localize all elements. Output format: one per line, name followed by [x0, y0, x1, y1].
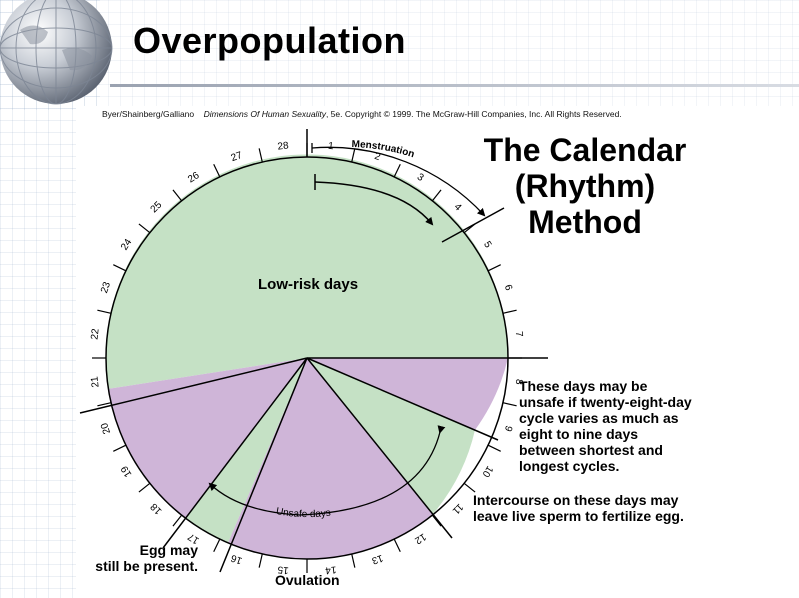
day-tick: [113, 444, 127, 452]
unsafe-region-right: [307, 358, 508, 430]
low-risk-region: [106, 154, 509, 389]
day-label: 7: [513, 331, 525, 338]
day-tick: [502, 309, 517, 314]
copyright-book: Dimensions Of Human Sexuality: [203, 109, 326, 119]
day-tick: [393, 538, 401, 552]
low-risk-label: Low-risk days: [258, 276, 358, 293]
day-label: 10: [479, 464, 494, 480]
copyright-line: Byer/Shainberg/Galliano Dimensions Of Hu…: [102, 109, 622, 119]
day-tick: [463, 223, 476, 234]
day-tick: [431, 189, 442, 202]
day-tick: [113, 264, 127, 272]
menstruation-label: Menstruation: [351, 139, 415, 160]
day-label: 18: [148, 500, 164, 516]
day-label: 24: [119, 237, 134, 253]
day-tick: [138, 223, 151, 234]
day-label: 11: [450, 501, 465, 516]
day-tick: [213, 538, 221, 552]
day-tick: [258, 553, 263, 568]
day-tick: [351, 553, 356, 568]
egg-note: Egg may still be present.: [95, 542, 198, 574]
ovulation-label: Ovulation: [275, 572, 340, 588]
day-label: 9: [502, 424, 514, 433]
day-tick: [97, 309, 112, 314]
method-title-line-1: The Calendar: [483, 132, 687, 168]
grid-background-top: [0, 0, 799, 110]
sperm-note: Intercourse on these days may leave live…: [473, 492, 684, 524]
day-tick: [487, 444, 501, 452]
day-tick: [351, 148, 356, 163]
day-tick: [172, 189, 183, 202]
day-label: 3: [415, 172, 426, 185]
day-label: 12: [412, 531, 428, 546]
day-label: 27: [230, 150, 245, 164]
day-label: 1: [327, 141, 334, 153]
variable-cycle-note: These days may be unsafe if twenty-eight…: [519, 378, 692, 474]
day-label: 5: [481, 239, 494, 250]
day-label: 15: [277, 563, 290, 575]
day-tick: [502, 402, 517, 407]
day-label: 16: [229, 552, 244, 566]
day-label: 23: [99, 280, 113, 295]
day-tick: [487, 264, 501, 272]
unsafe-days-label: Unsafe days: [275, 506, 331, 520]
globe-icon: [0, 0, 113, 105]
day-ticks: [92, 143, 522, 573]
day-label: 2: [373, 151, 382, 163]
day-label: 28: [277, 140, 290, 152]
method-title-line-2: (Rhythm): [514, 168, 656, 204]
day-label: 13: [370, 552, 385, 566]
day-tick: [97, 402, 112, 407]
day-label: 21: [89, 375, 101, 388]
day-label: 8: [513, 378, 525, 385]
day-tick: [172, 514, 183, 527]
day-label: 25: [149, 199, 165, 215]
menstruation-arrow: [314, 181, 434, 226]
day-tick: [393, 164, 401, 178]
day-tick: [431, 514, 442, 527]
copyright-rest: , 5e. Copyright © 1999. The McGraw-Hill …: [325, 109, 622, 119]
day-label: 6: [502, 283, 514, 292]
title-divider: [110, 84, 799, 87]
day-label: 14: [324, 563, 337, 575]
unsafe-days-arrow: [208, 425, 446, 516]
unsafe-region-left: [108, 358, 307, 518]
day-tick: [463, 482, 476, 493]
day-label: 19: [119, 463, 134, 479]
method-title: The Calendar (Rhythm) Method: [460, 132, 710, 240]
slide-title: Overpopulation: [133, 20, 407, 61]
copyright-authors: Byer/Shainberg/Galliano: [102, 109, 195, 119]
menstruation-bracket: [311, 146, 486, 217]
method-title-line-3: Method: [528, 204, 642, 240]
day-label: 20: [99, 421, 113, 436]
day-tick: [213, 164, 221, 178]
day-label: 26: [186, 170, 202, 185]
day-tick: [258, 148, 263, 163]
day-tick: [138, 482, 151, 493]
day-label: 22: [89, 328, 101, 341]
